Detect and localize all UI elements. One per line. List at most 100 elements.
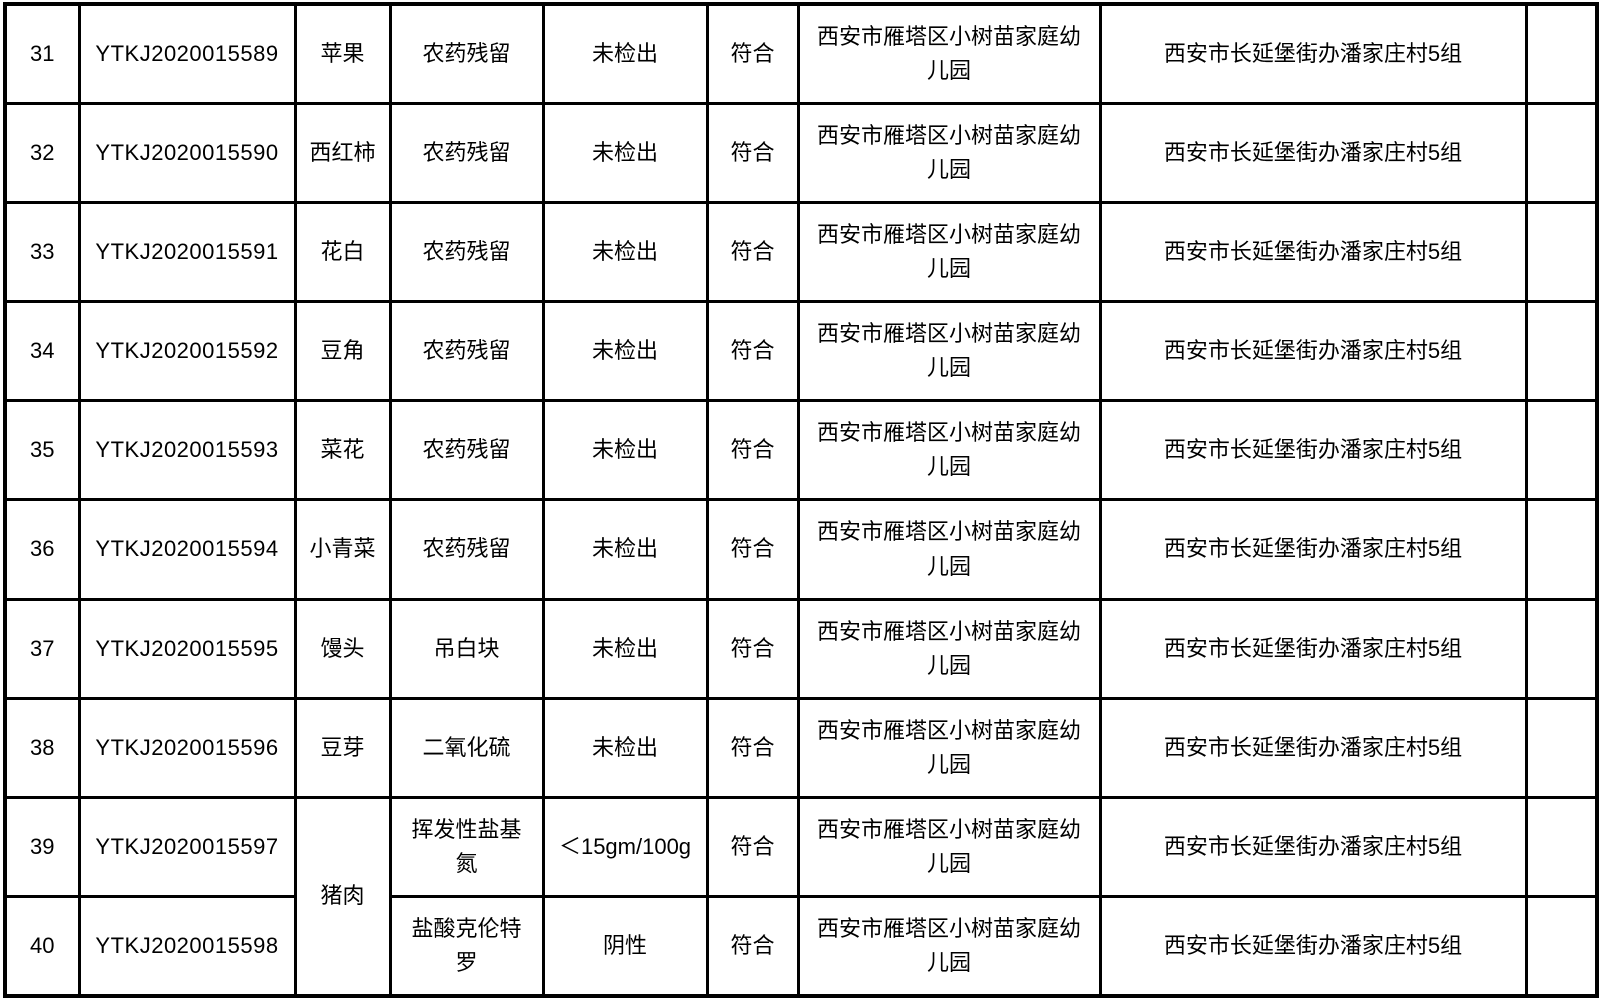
table-row: 33 YTKJ2020015591 花白 农药残留 未检出 符合 西安市雁塔区小… bbox=[3, 200, 1599, 304]
remark-cell bbox=[1524, 2, 1599, 105]
table-row: 36 YTKJ2020015594 小青菜 农药残留 未检出 符合 西安市雁塔区… bbox=[3, 498, 1599, 601]
test-item-cell: 盐酸克伦特罗 bbox=[388, 895, 545, 998]
sample-name-cell-merged: 猪肉 bbox=[293, 796, 392, 998]
address-cell: 西安市长延堡街办潘家庄村5组 bbox=[1098, 300, 1528, 403]
sample-id-cell: YTKJ2020015590 bbox=[77, 101, 297, 204]
test-item-cell: 农药残留 bbox=[388, 2, 545, 105]
sample-name-cell: 豆角 bbox=[293, 300, 392, 403]
row-number-cell: 35 bbox=[3, 399, 81, 502]
table-row: 40 YTKJ2020015598 盐酸克伦特罗 阴性 符合 西安市雁塔区小树苗… bbox=[3, 895, 1599, 998]
test-item-cell: 农药残留 bbox=[388, 300, 545, 403]
row-number-cell: 40 bbox=[3, 895, 81, 998]
result-cell: 未检出 bbox=[541, 101, 709, 204]
row-number-cell: 34 bbox=[3, 300, 81, 403]
test-item-cell: 挥发性盐基氮 bbox=[388, 795, 545, 899]
inspection-results-table: 31 YTKJ2020015589 苹果 农药残留 未检出 符合 西安市雁塔区小… bbox=[3, 2, 1599, 998]
address-cell: 西安市长延堡街办潘家庄村5组 bbox=[1098, 200, 1528, 304]
sample-name-cell: 西红柿 bbox=[293, 101, 392, 204]
sample-id-cell: YTKJ2020015592 bbox=[77, 300, 297, 403]
result-cell: 未检出 bbox=[541, 200, 709, 304]
address-cell: 西安市长延堡街办潘家庄村5组 bbox=[1098, 696, 1528, 800]
sampled-unit-cell: 西安市雁塔区小树苗家庭幼儿园 bbox=[796, 200, 1102, 304]
table-row: 39 YTKJ2020015597 猪肉 挥发性盐基氮 ＜15gm/100g 符… bbox=[3, 795, 1599, 998]
sample-id-cell: YTKJ2020015596 bbox=[77, 696, 297, 800]
sampled-unit-cell: 西安市雁塔区小树苗家庭幼儿园 bbox=[796, 498, 1102, 601]
sampled-unit-cell: 西安市雁塔区小树苗家庭幼儿园 bbox=[796, 399, 1102, 502]
result-cell: 未检出 bbox=[541, 300, 709, 403]
address-cell: 西安市长延堡街办潘家庄村5组 bbox=[1098, 597, 1528, 700]
result-cell: 阴性 bbox=[541, 895, 709, 998]
test-item-cell: 农药残留 bbox=[388, 498, 545, 601]
sample-id-cell: YTKJ2020015589 bbox=[77, 2, 297, 105]
table-row: 31 YTKJ2020015589 苹果 农药残留 未检出 符合 西安市雁塔区小… bbox=[3, 2, 1599, 105]
sampled-unit-cell: 西安市雁塔区小树苗家庭幼儿园 bbox=[796, 696, 1102, 800]
row-number-cell: 32 bbox=[3, 101, 81, 204]
remark-cell bbox=[1524, 101, 1599, 204]
sampled-unit-cell: 西安市雁塔区小树苗家庭幼儿园 bbox=[796, 597, 1102, 700]
table-row: 38 YTKJ2020015596 豆芽 二氧化硫 未检出 符合 西安市雁塔区小… bbox=[3, 696, 1599, 800]
address-cell: 西安市长延堡街办潘家庄村5组 bbox=[1098, 2, 1528, 105]
sample-id-cell: YTKJ2020015597 bbox=[77, 795, 297, 899]
table-row: 35 YTKJ2020015593 菜花 农药残留 未检出 符合 西安市雁塔区小… bbox=[3, 399, 1599, 502]
sample-name-cell: 花白 bbox=[293, 200, 392, 304]
remark-cell bbox=[1524, 795, 1599, 899]
sample-name-cell: 菜花 bbox=[293, 399, 392, 502]
conclusion-cell: 符合 bbox=[705, 101, 800, 204]
sampled-unit-cell: 西安市雁塔区小树苗家庭幼儿园 bbox=[796, 300, 1102, 403]
sampled-unit-cell: 西安市雁塔区小树苗家庭幼儿园 bbox=[796, 2, 1102, 105]
table-row: 34 YTKJ2020015592 豆角 农药残留 未检出 符合 西安市雁塔区小… bbox=[3, 300, 1599, 403]
conclusion-cell: 符合 bbox=[705, 696, 800, 800]
row-number-cell: 38 bbox=[3, 696, 81, 800]
remark-cell bbox=[1524, 498, 1599, 601]
sample-name-cell: 苹果 bbox=[293, 2, 392, 105]
remark-cell bbox=[1524, 895, 1599, 998]
remark-cell bbox=[1524, 597, 1599, 700]
remark-cell bbox=[1524, 399, 1599, 502]
conclusion-cell: 符合 bbox=[705, 2, 800, 105]
address-cell: 西安市长延堡街办潘家庄村5组 bbox=[1098, 498, 1528, 601]
result-cell: 未检出 bbox=[541, 696, 709, 800]
row-number-cell: 39 bbox=[3, 795, 81, 899]
result-cell: 未检出 bbox=[541, 399, 709, 502]
remark-cell bbox=[1524, 696, 1599, 800]
sample-id-cell: YTKJ2020015594 bbox=[77, 498, 297, 601]
address-cell: 西安市长延堡街办潘家庄村5组 bbox=[1098, 795, 1528, 899]
sample-id-cell: YTKJ2020015593 bbox=[77, 399, 297, 502]
address-cell: 西安市长延堡街办潘家庄村5组 bbox=[1098, 399, 1528, 502]
row-number-cell: 33 bbox=[3, 200, 81, 304]
result-cell: 未检出 bbox=[541, 2, 709, 105]
sample-id-cell: YTKJ2020015591 bbox=[77, 200, 297, 304]
sample-name-cell: 小青菜 bbox=[293, 498, 392, 601]
result-cell: 未检出 bbox=[541, 498, 709, 601]
test-item-cell: 农药残留 bbox=[388, 200, 545, 304]
row-number-cell: 36 bbox=[3, 498, 81, 601]
test-item-cell: 农药残留 bbox=[388, 399, 545, 502]
sampled-unit-cell: 西安市雁塔区小树苗家庭幼儿园 bbox=[796, 101, 1102, 204]
result-cell: 未检出 bbox=[541, 597, 709, 700]
sampled-unit-cell: 西安市雁塔区小树苗家庭幼儿园 bbox=[796, 795, 1102, 899]
sample-id-cell: YTKJ2020015595 bbox=[77, 597, 297, 700]
test-item-cell: 二氧化硫 bbox=[388, 696, 545, 800]
conclusion-cell: 符合 bbox=[705, 895, 800, 998]
conclusion-cell: 符合 bbox=[705, 498, 800, 601]
conclusion-cell: 符合 bbox=[705, 200, 800, 304]
result-cell: ＜15gm/100g bbox=[541, 795, 709, 899]
test-item-cell: 农药残留 bbox=[388, 101, 545, 204]
table-row: 32 YTKJ2020015590 西红柿 农药残留 未检出 符合 西安市雁塔区… bbox=[3, 101, 1599, 204]
remark-cell bbox=[1524, 200, 1599, 304]
conclusion-cell: 符合 bbox=[705, 597, 800, 700]
remark-cell bbox=[1524, 300, 1599, 403]
conclusion-cell: 符合 bbox=[705, 399, 800, 502]
table-row: 37 YTKJ2020015595 馒头 吊白块 未检出 符合 西安市雁塔区小树… bbox=[3, 597, 1599, 700]
conclusion-cell: 符合 bbox=[705, 795, 800, 899]
sample-name-cell: 馒头 bbox=[293, 597, 392, 700]
test-item-cell: 吊白块 bbox=[388, 597, 545, 700]
row-number-cell: 31 bbox=[3, 2, 81, 105]
address-cell: 西安市长延堡街办潘家庄村5组 bbox=[1098, 895, 1528, 998]
conclusion-cell: 符合 bbox=[705, 300, 800, 403]
sample-name-cell: 豆芽 bbox=[293, 696, 392, 800]
address-cell: 西安市长延堡街办潘家庄村5组 bbox=[1098, 101, 1528, 204]
sampled-unit-cell: 西安市雁塔区小树苗家庭幼儿园 bbox=[796, 895, 1102, 998]
sample-id-cell: YTKJ2020015598 bbox=[77, 895, 297, 998]
